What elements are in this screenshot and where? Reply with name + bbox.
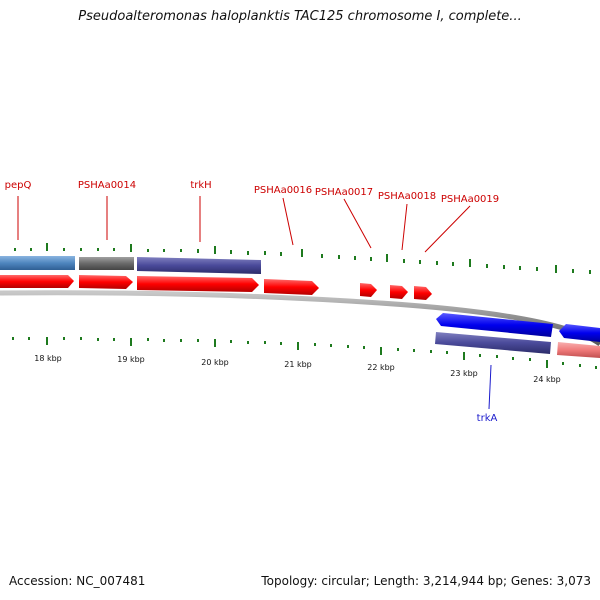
scale-label-24kbp: 24 kbp bbox=[533, 375, 561, 384]
gene-label-psha0018[interactable]: PSHAa0018 bbox=[378, 191, 436, 202]
gene-label-trka[interactable]: trkA bbox=[477, 413, 498, 424]
cds-arrow-pepq[interactable] bbox=[0, 275, 74, 288]
cds-arrow-psha0014[interactable] bbox=[79, 275, 133, 289]
scale-label-23kbp: 23 kbp bbox=[450, 369, 478, 378]
genome-summary-text: Topology: circular; Length: 3,214,944 bp… bbox=[261, 574, 591, 588]
cds-arrow-psha0016[interactable] bbox=[264, 279, 319, 295]
gene-label-pepq[interactable]: pepQ bbox=[5, 180, 32, 191]
label-leader-lines bbox=[17, 196, 471, 253]
trka-leader-line bbox=[488, 364, 492, 410]
gene-bar-next-reverse[interactable] bbox=[557, 342, 600, 358]
gene-label-psha0019[interactable]: PSHAa0019 bbox=[441, 194, 499, 205]
gene-bar-trkh[interactable] bbox=[137, 257, 261, 274]
gene-bar-trka[interactable] bbox=[435, 332, 551, 354]
lower-tick-row bbox=[12, 337, 597, 369]
genome-backbone bbox=[0, 290, 600, 347]
gene-label-psha0014[interactable]: PSHAa0014 bbox=[78, 180, 136, 191]
scale-label-21kbp: 21 kbp bbox=[284, 360, 312, 369]
scale-label-20kbp: 20 kbp bbox=[201, 358, 229, 367]
cds-arrow-psha0019[interactable] bbox=[414, 286, 432, 300]
cds-arrow-next-reverse[interactable] bbox=[559, 324, 600, 342]
upper-tick-row bbox=[14, 243, 591, 274]
scale-label-19kbp: 19 kbp bbox=[117, 355, 145, 364]
gene-bar-psha0014[interactable] bbox=[79, 257, 134, 270]
accession-text: Accession: NC_007481 bbox=[9, 574, 146, 588]
cds-arrow-psha0017[interactable] bbox=[360, 283, 377, 297]
gene-label-psha0016[interactable]: PSHAa0016 bbox=[254, 185, 312, 196]
cds-arrow-trkh[interactable] bbox=[137, 276, 259, 292]
scale-label-22kbp: 22 kbp bbox=[367, 363, 395, 372]
gene-bar-pepq[interactable] bbox=[0, 256, 75, 270]
map-title: Pseudoalteromonas haloplanktis TAC125 ch… bbox=[78, 9, 522, 24]
gene-label-psha0017[interactable]: PSHAa0017 bbox=[315, 187, 373, 198]
cds-arrow-psha0018[interactable] bbox=[390, 285, 408, 299]
cds-arrow-trka[interactable] bbox=[436, 313, 553, 337]
gene-label-trkh[interactable]: trkH bbox=[190, 180, 211, 191]
scale-label-18kbp: 18 kbp bbox=[34, 354, 62, 363]
